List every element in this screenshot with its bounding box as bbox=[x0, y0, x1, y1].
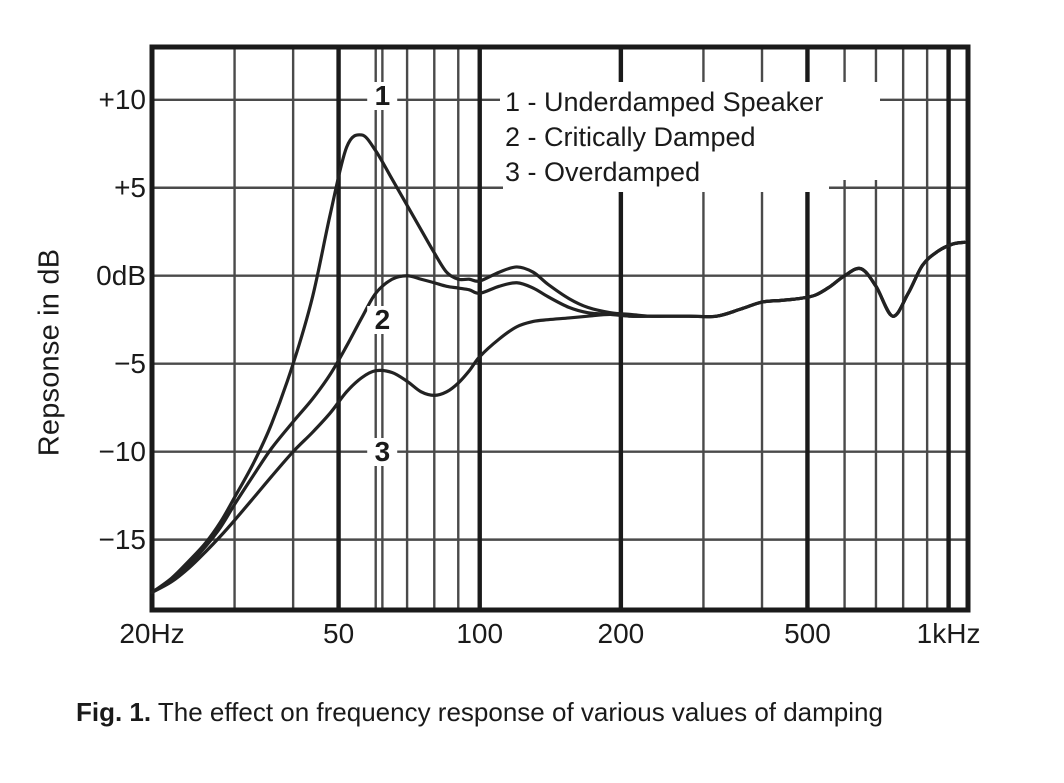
y-tick-label: −15 bbox=[98, 523, 147, 555]
chart-legend: 1 - Underdamped Speaker 2 - Critically D… bbox=[503, 84, 830, 193]
legend-entry-1: 1 - Underdamped Speaker bbox=[505, 87, 824, 117]
legend-entry-3: 3 - Overdamped bbox=[505, 157, 701, 188]
figure-caption-label: Fig. 1. bbox=[76, 697, 152, 727]
y-tick-label: −10 bbox=[98, 435, 147, 467]
y-tick-label: −5 bbox=[114, 347, 146, 379]
x-axis-tick-labels: 20Hz 50 100 200 500 1kHz bbox=[0, 620, 1064, 660]
figure-caption: Fig. 1. The effect on frequency response… bbox=[50, 694, 1015, 731]
curve-label-2: 2 bbox=[367, 305, 398, 334]
y-tick-label: 0dB bbox=[96, 259, 146, 291]
x-tick-label: 20Hz bbox=[119, 618, 185, 649]
x-tick-label: 50 bbox=[323, 618, 355, 649]
figure-caption-text: The effect on frequency response of vari… bbox=[157, 697, 883, 727]
y-axis-tick-labels: +10 +5 0dB −5 −10 −15 bbox=[88, 0, 146, 783]
curve-label-3: 3 bbox=[367, 437, 398, 466]
data-curve-3 bbox=[150, 240, 966, 595]
legend-entry-2: 2 - Critically Damped bbox=[505, 122, 756, 153]
curve-label-1: 1 bbox=[367, 82, 398, 111]
plot-frame bbox=[149, 44, 971, 613]
y-tick-label: +5 bbox=[114, 171, 146, 203]
x-tick-label: 200 bbox=[597, 618, 645, 649]
x-tick-label: 500 bbox=[784, 618, 831, 649]
x-tick-label: 1kHz bbox=[916, 618, 981, 649]
x-tick-label: 100 bbox=[456, 618, 504, 649]
y-tick-label: +10 bbox=[98, 83, 147, 115]
